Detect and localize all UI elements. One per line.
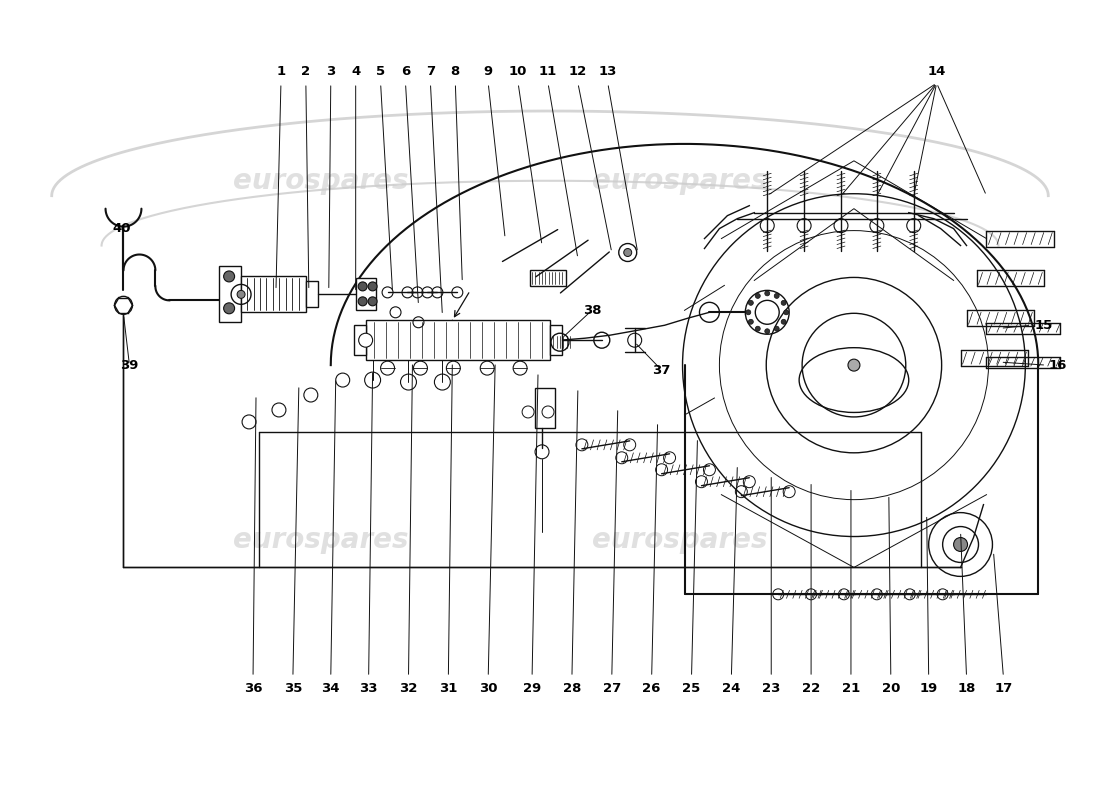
Circle shape xyxy=(848,359,860,371)
Text: 16: 16 xyxy=(1049,358,1067,372)
Circle shape xyxy=(624,249,631,257)
Circle shape xyxy=(359,297,367,306)
Text: 9: 9 xyxy=(484,65,493,78)
Circle shape xyxy=(774,294,779,298)
Circle shape xyxy=(748,319,754,324)
Circle shape xyxy=(238,290,245,298)
Text: 11: 11 xyxy=(539,65,557,78)
Circle shape xyxy=(756,326,760,331)
Text: 23: 23 xyxy=(762,682,780,695)
Circle shape xyxy=(748,300,754,306)
Bar xyxy=(241,277,306,312)
Text: 34: 34 xyxy=(321,682,340,695)
Text: 18: 18 xyxy=(957,682,976,695)
Circle shape xyxy=(764,291,770,296)
Text: 29: 29 xyxy=(522,682,541,695)
Circle shape xyxy=(746,310,751,314)
Text: 15: 15 xyxy=(1034,318,1053,332)
Text: 38: 38 xyxy=(583,304,601,317)
Circle shape xyxy=(368,297,377,306)
Text: 27: 27 xyxy=(603,682,620,695)
Text: 24: 24 xyxy=(723,682,740,695)
Bar xyxy=(355,278,375,310)
Bar xyxy=(535,388,556,428)
Text: 39: 39 xyxy=(120,358,139,372)
Circle shape xyxy=(783,310,789,314)
Text: 28: 28 xyxy=(563,682,581,695)
Text: 30: 30 xyxy=(478,682,497,695)
Circle shape xyxy=(954,538,968,551)
Text: 33: 33 xyxy=(360,682,378,695)
Text: 10: 10 xyxy=(509,65,527,78)
Text: 8: 8 xyxy=(451,65,460,78)
Text: 21: 21 xyxy=(842,682,860,695)
Bar xyxy=(354,326,365,355)
Text: 2: 2 xyxy=(301,65,310,78)
Text: 14: 14 xyxy=(927,65,946,78)
Text: 3: 3 xyxy=(326,65,336,78)
Text: 32: 32 xyxy=(399,682,418,695)
Circle shape xyxy=(781,300,786,306)
Bar xyxy=(219,266,241,322)
Text: 36: 36 xyxy=(244,682,262,695)
Text: 35: 35 xyxy=(284,682,302,695)
Circle shape xyxy=(764,329,770,334)
Text: 13: 13 xyxy=(598,65,617,78)
Text: 20: 20 xyxy=(881,682,900,695)
Text: eurospares: eurospares xyxy=(592,526,768,554)
Text: 5: 5 xyxy=(376,65,385,78)
Text: 7: 7 xyxy=(426,65,434,78)
Text: 4: 4 xyxy=(351,65,361,78)
Circle shape xyxy=(359,282,367,291)
Bar xyxy=(530,270,565,286)
Text: 1: 1 xyxy=(276,65,286,78)
Text: eurospares: eurospares xyxy=(233,166,408,194)
Text: 17: 17 xyxy=(994,682,1012,695)
Text: 6: 6 xyxy=(400,65,410,78)
Text: 26: 26 xyxy=(642,682,661,695)
Circle shape xyxy=(223,271,234,282)
Text: 12: 12 xyxy=(569,65,587,78)
Text: eurospares: eurospares xyxy=(592,166,768,194)
Circle shape xyxy=(781,319,786,324)
Circle shape xyxy=(223,303,234,314)
Circle shape xyxy=(774,326,779,331)
Bar xyxy=(550,326,562,355)
Circle shape xyxy=(359,334,373,347)
Text: 40: 40 xyxy=(112,222,131,235)
Text: 37: 37 xyxy=(652,364,671,377)
Text: 22: 22 xyxy=(802,682,821,695)
Circle shape xyxy=(756,300,779,324)
Circle shape xyxy=(756,294,760,298)
Circle shape xyxy=(368,282,377,291)
Text: 25: 25 xyxy=(682,682,701,695)
Bar xyxy=(306,282,318,307)
Text: 31: 31 xyxy=(439,682,458,695)
Text: eurospares: eurospares xyxy=(233,526,408,554)
Bar xyxy=(365,320,550,360)
Text: 19: 19 xyxy=(920,682,938,695)
